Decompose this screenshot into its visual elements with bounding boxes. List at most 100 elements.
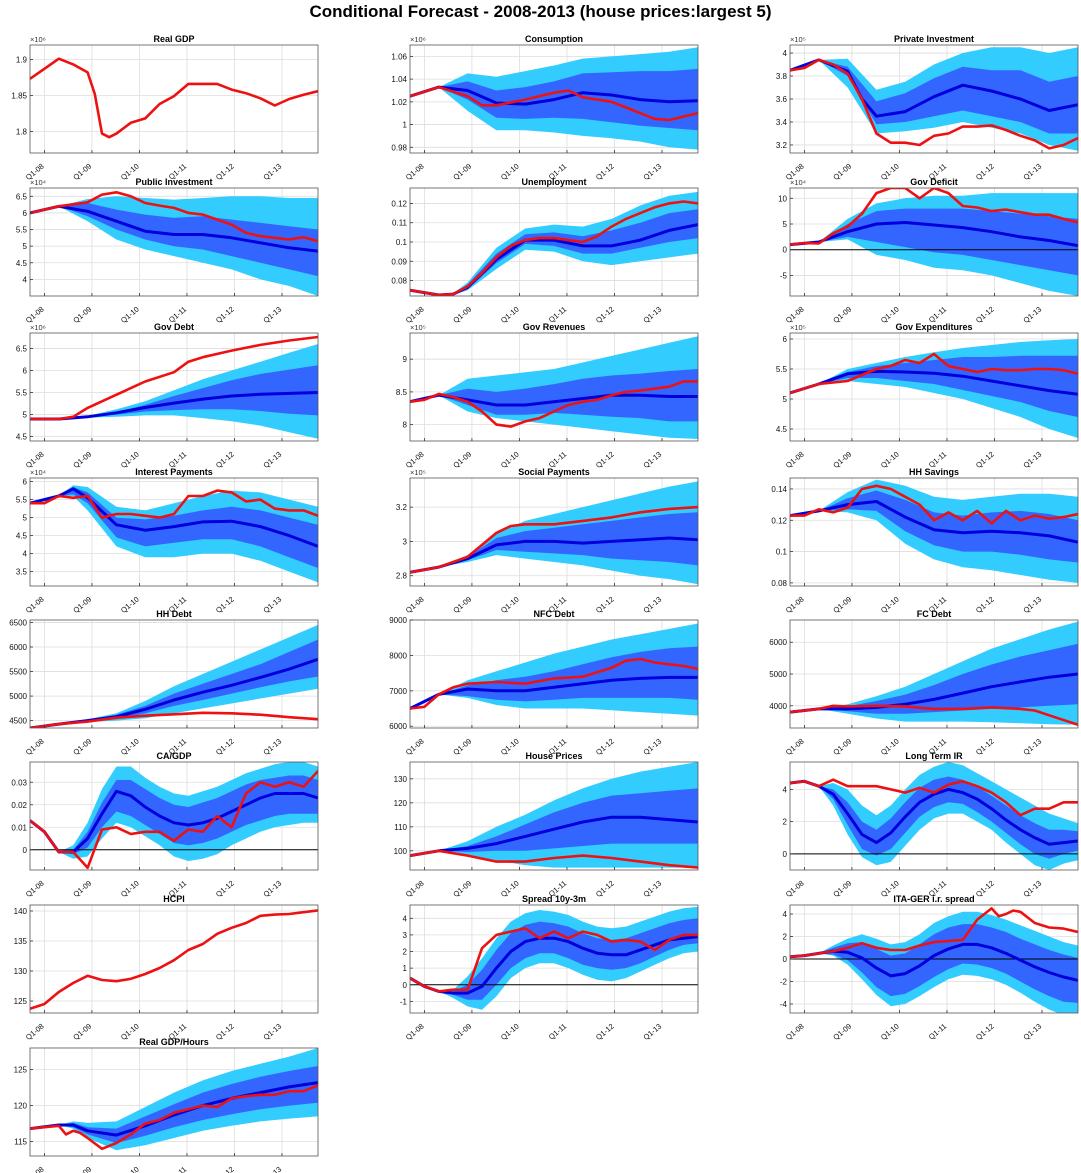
series-layer [790, 188, 1078, 296]
y-tick-label: 4 [783, 910, 788, 919]
plot-frame [789, 477, 1079, 587]
y-tick-label: 0.11 [392, 219, 408, 228]
x-tick-label: Q1-09 [71, 450, 93, 470]
panel-title: ITA-GER i.r. spread [893, 894, 974, 904]
y-tick-label: 5.5 [16, 226, 28, 235]
y-tick-label: 9 [403, 355, 408, 364]
median-forecast-line [790, 672, 1078, 714]
actual-data-line [410, 380, 698, 428]
inner-confidence-band [410, 369, 698, 422]
y-tick-label: 0 [403, 981, 408, 990]
y-tick-label: 0.1 [396, 238, 408, 247]
x-tick-label: Q1-08 [24, 737, 46, 757]
panel-public-investment: 44.555.566.5Q1-08 Q1-09 Q1-10 Q1-11 Q1-12 Q1-… [16, 177, 319, 325]
x-tick-label: Q1-09 [451, 1022, 473, 1042]
x-tick-label: Q1-13 [1022, 879, 1044, 899]
y-tick-label: 3.8 [776, 72, 788, 81]
panel-spread-10y-3m: -1 0 1 2 3 4 Q1-08 Q1-09 Q1-10 Q1-11 Q1-12 Q1-13 Spr… [400, 894, 699, 1042]
y-tick-label: 3 [403, 931, 408, 940]
panel-title: Gov Expenditures [895, 322, 972, 332]
y-tick-label: 0.08 [391, 277, 407, 286]
x-tick-label: Q1-12 [594, 1022, 616, 1042]
panel-title: Long Term IR [905, 751, 963, 761]
x-tick-label: Q1-10 [499, 1022, 521, 1042]
series-layer [30, 624, 318, 728]
inner-confidence-band [410, 788, 698, 856]
series-layer [790, 621, 1078, 727]
figure-title: Conditional Forecast - 2008-2013 (house … [309, 2, 772, 21]
median-forecast-line [790, 942, 1078, 982]
x-tick-label: Q1-08 [404, 879, 426, 899]
y-tick-label: 5 [783, 220, 788, 229]
x-tick-label: Q1-08 [404, 595, 426, 615]
y-tick-label: 5000 [769, 670, 787, 679]
plot-frame [29, 1047, 319, 1157]
x-tick-label: Q1-13 [1022, 305, 1044, 325]
actual-data-line [410, 927, 698, 993]
x-tick-label: Q1-08 [784, 305, 806, 325]
y-tick-label: 9000 [389, 616, 407, 625]
series-layer [30, 485, 318, 583]
y-tick-label: 1 [403, 964, 408, 973]
y-tick-label: 2 [783, 818, 788, 827]
x-tick-label: Q1-09 [71, 595, 93, 615]
x-tick-label: Q1-08 [404, 162, 426, 182]
x-tick-label: Q1-12 [974, 595, 996, 615]
actual-data-line [30, 191, 318, 243]
plot-frame [409, 761, 699, 871]
series-layer [410, 191, 698, 296]
y-tick-label: 0.14 [771, 485, 787, 494]
actual-data-line [790, 484, 1078, 525]
y-tick-label: 6000 [389, 722, 407, 731]
x-tick-label: Q1-08 [404, 450, 426, 470]
x-tick-label: Q1-12 [974, 450, 996, 470]
panel-social-payments: 2.833.2Q1-08 Q1-09 Q1-10 Q1-11 Q1-12 Q1-13Soc… [396, 467, 699, 615]
y-tick-label: 120 [394, 799, 408, 808]
axis-exponent-label: ×10⁵ [790, 35, 806, 44]
median-forecast-line [410, 85, 698, 106]
actual-data-line [790, 352, 1078, 395]
y-tick-label: 6.5 [16, 192, 28, 201]
x-tick-label: Q1-13 [262, 162, 284, 182]
panel-ita-ger-i-r-spread: -4 -2 0 2 4 Q1-08 Q1-09 Q1-10 Q1-11 Q1-12 Q1-13 ITA… [780, 894, 1079, 1042]
actual-data-line [30, 711, 318, 728]
actual-data-line [790, 704, 1078, 727]
panel-title: Gov Revenues [523, 322, 586, 332]
y-tick-label: 5 [23, 242, 28, 251]
plot-frame [29, 187, 319, 297]
y-tick-label: 100 [394, 847, 408, 856]
axis-exponent-label: ×10⁴ [30, 178, 46, 187]
x-tick-label: Q1-08 [404, 737, 426, 757]
plot-frame [409, 619, 699, 729]
y-tick-label: 110 [394, 823, 407, 832]
x-tick-label: Q1-09 [831, 595, 853, 615]
x-tick-label: Q1-09 [831, 1022, 853, 1042]
y-tick-label: 8.5 [396, 388, 408, 397]
y-tick-label: 4 [403, 914, 408, 923]
inner-confidence-band [30, 365, 318, 419]
panel-title: CA/GDP [156, 751, 191, 761]
actual-data-line [410, 200, 698, 296]
x-tick-label: Q1-10 [499, 595, 521, 615]
x-tick-label: Q1-08 [784, 595, 806, 615]
x-tick-label: Q1-08 [24, 1165, 46, 1173]
plot-frame [789, 761, 1079, 871]
y-tick-label: 3.2 [396, 503, 408, 512]
y-tick-label: 5 [23, 514, 28, 523]
y-tick-label: 0 [783, 246, 788, 255]
y-tick-label: 5 [23, 411, 28, 420]
x-tick-label: Q1-10 [879, 1022, 901, 1042]
x-tick-label: Q1-13 [1022, 450, 1044, 470]
y-tick-label: 4000 [769, 702, 787, 711]
median-forecast-line [790, 221, 1078, 248]
median-forecast-line [410, 675, 698, 710]
x-tick-label: Q1-12 [594, 879, 616, 899]
panel-title: Consumption [525, 34, 583, 44]
y-tick-label: 2 [403, 948, 408, 957]
